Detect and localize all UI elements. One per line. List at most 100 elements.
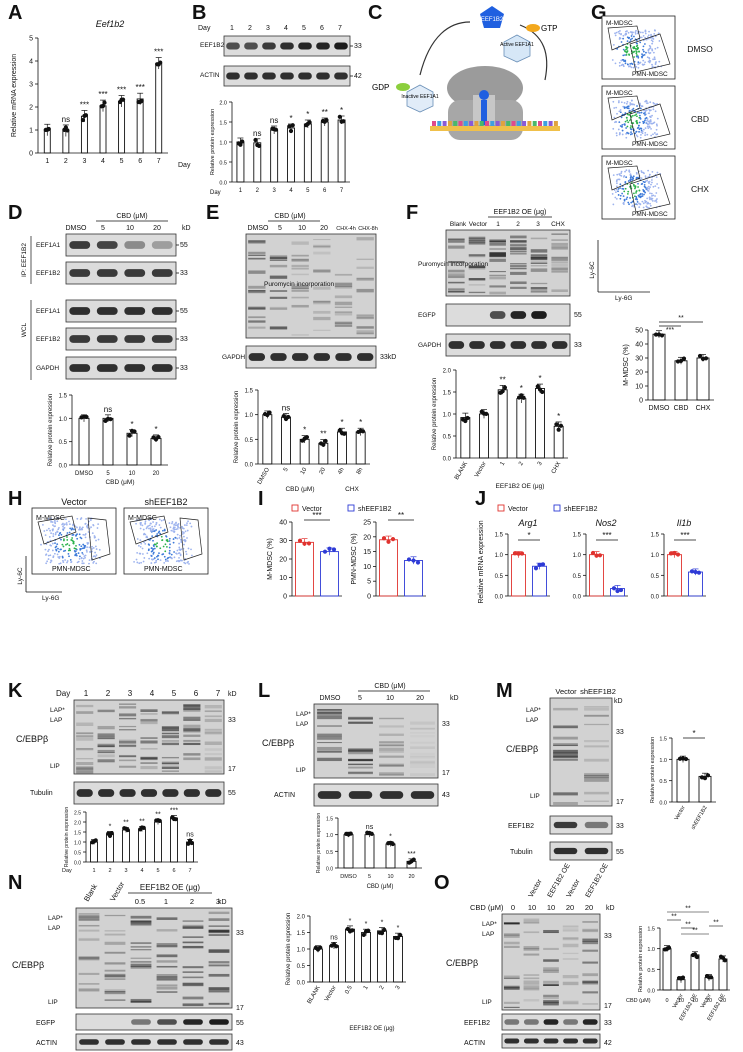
- panel-e-blot-label: GAPDH: [222, 354, 245, 361]
- panel-h-flow-event: [139, 552, 142, 555]
- panel-h-flow-event: [181, 531, 184, 533]
- panel-g-flow-event: [621, 187, 624, 190]
- panel-e-smear-band: [269, 327, 288, 330]
- panel-h-flow-event: [54, 531, 57, 534]
- panel-h-flow-event: [148, 524, 151, 527]
- panel-g-flow-event: [617, 194, 620, 196]
- panel-g-flow-event: [644, 191, 647, 194]
- panel-g-flow-event: [625, 198, 628, 200]
- panel-e-smear-band: [248, 290, 266, 294]
- panel-h-flow-event: [64, 523, 66, 526]
- panel-d-1-band: [69, 269, 91, 277]
- panel-o-smear-band: [582, 921, 599, 923]
- panel-h-flow-event: [155, 521, 158, 524]
- panel-f-blot-label: EGFP: [418, 312, 436, 319]
- panel-h-flow-event: [167, 556, 170, 559]
- panel-o-dose-label: 0: [511, 903, 515, 912]
- panel-g-flow-event: [651, 48, 654, 51]
- panel-h-flow-event: [79, 528, 82, 531]
- panel-g-flow-event: [611, 193, 614, 195]
- panel-m-y-axis-label: Relative protein expression: [650, 737, 656, 803]
- panel-g-flow-event: [656, 171, 659, 174]
- panel-h-flow-event: [64, 549, 67, 552]
- panel-b-data-point: [290, 123, 295, 128]
- panel-f-smear-band: [489, 291, 506, 295]
- panel-l-kd-label: 17: [442, 770, 450, 777]
- panel-h-flow-event: [185, 553, 188, 556]
- panel-l-kd-header: kD: [450, 695, 459, 702]
- panel-f-data-point: [502, 385, 508, 390]
- panel-g-flow-event: [636, 135, 639, 138]
- panel-m-smear-band: [584, 745, 609, 748]
- panel-i-0-data-point: [306, 541, 312, 546]
- panel-l-y-tick-label: 1.0: [326, 833, 333, 839]
- panel-f-smear-band: [510, 267, 527, 270]
- panel-f-smear-band: [530, 291, 548, 293]
- panel-g-flow-event: [619, 111, 622, 114]
- panel-h-flow-event: [169, 526, 172, 529]
- panel-h-flow-event: [68, 523, 71, 526]
- panel-g-flow-event: [638, 202, 640, 205]
- panel-f-smear-band: [530, 249, 548, 253]
- panel-f-smear-band: [468, 265, 486, 269]
- panel-l-actin-band: [410, 791, 435, 799]
- panel-n-egfp-band: [209, 1019, 229, 1025]
- panel-h-flow-event: [94, 545, 97, 548]
- panel-h-flow-event: [176, 537, 179, 540]
- panel-g-flow-event: [638, 114, 641, 117]
- gdp-label: GDP: [372, 83, 389, 92]
- panel-h-flow-event: [137, 544, 140, 547]
- panel-o-smear-band: [523, 921, 540, 924]
- panel-l-isoform-label: LIP: [296, 767, 306, 774]
- panel-h-flow-event: [61, 528, 64, 531]
- panel-a-data-point: [120, 97, 126, 102]
- panel-i-0-data-point: [302, 541, 307, 546]
- panel-m-kd-header: kD: [614, 698, 623, 705]
- panel-b-0-band: [334, 42, 348, 50]
- panel-n-kd-label: 43: [236, 1040, 244, 1047]
- panel-g-flow-event: [630, 201, 633, 204]
- panel-b-1-band: [316, 72, 330, 80]
- panel-g-flow-event: [636, 198, 639, 201]
- panel-b-category-label: 6: [323, 188, 327, 194]
- panel-o-smear-band: [562, 943, 579, 948]
- panel-o-smear-band: [582, 962, 599, 964]
- panel-l-category-label: 20: [408, 874, 414, 880]
- panel-g-flow-event: [654, 185, 657, 188]
- panel-g-flow-event: [640, 127, 643, 130]
- panel-g-gate-pmn-label: PMN-MDSC: [632, 141, 668, 148]
- panel-f-y-tick-label: 1.0: [443, 413, 452, 419]
- panel-h-gate-pmn-label: PMN-MDSC: [52, 566, 91, 573]
- panel-k-tubulin-band: [140, 789, 158, 797]
- panel-g-flow-event: [644, 114, 646, 116]
- panel-g-flow-event: [633, 50, 636, 53]
- panel-f-bar: [479, 413, 489, 459]
- panel-j-2-y-tick-label: 1.5: [651, 533, 660, 539]
- panel-g-flow-event: [615, 188, 618, 191]
- panel-g-flow-event: [639, 61, 642, 64]
- panel-h-flow-event: [65, 522, 68, 524]
- panel-k-smear-band: [140, 740, 158, 744]
- panel-g-flow-event: [636, 105, 638, 107]
- panel-b-data-point: [240, 139, 245, 144]
- panel-f-smear-band: [448, 273, 465, 276]
- panel-h-flow-event: [135, 558, 138, 561]
- panel-e-smear-band: [248, 254, 266, 257]
- mrna-codons: [432, 121, 558, 126]
- panel-j-2-data-point: [672, 550, 677, 556]
- panel-k-smear-band: [76, 736, 94, 738]
- panel-a-category-label: 2: [64, 158, 68, 165]
- panel-e-smear-band: [269, 256, 288, 260]
- panel-g-condition-label: CHX: [691, 184, 709, 194]
- panel-l-smear-band: [410, 742, 435, 744]
- panel-d-3-band: [124, 335, 146, 343]
- panel-g-flow-event: [623, 124, 626, 126]
- panel-e-smear-band: [356, 237, 374, 241]
- panel-e-treatment: CBD (μM): [274, 213, 305, 220]
- panel-l-smear-frame: [313, 703, 439, 779]
- panel-h-flow-event: [74, 554, 77, 557]
- panel-k-smear-band: [183, 731, 201, 733]
- panel-n-smear-band: [78, 983, 100, 985]
- panel-h-flow-event: [148, 519, 151, 522]
- panel-e-smear-band: [313, 269, 331, 273]
